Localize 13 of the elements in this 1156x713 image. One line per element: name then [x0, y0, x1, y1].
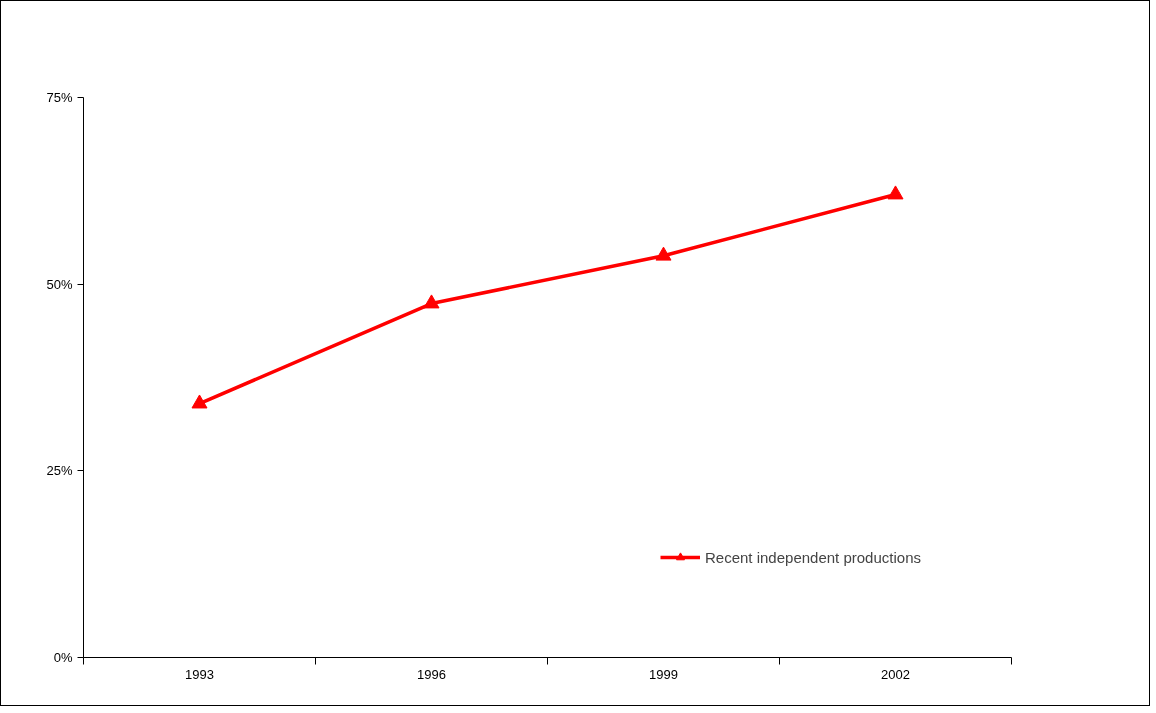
x-tick-label: 1993 — [185, 666, 214, 682]
point — [655, 246, 672, 261]
x-tick-label: 2002 — [881, 666, 910, 682]
legend-label: Recent independent productions — [705, 548, 921, 566]
x-tick-label: 1996 — [417, 666, 446, 682]
y-tick-label: 0% — [53, 650, 73, 665]
y-tick-label: 75% — [46, 90, 73, 105]
y-tick-label: 50% — [46, 276, 73, 292]
y-tick-label: 25% — [46, 463, 73, 479]
point — [887, 185, 904, 200]
point — [191, 394, 208, 409]
x-tick-label: 1999 — [649, 666, 678, 682]
point — [423, 294, 440, 309]
